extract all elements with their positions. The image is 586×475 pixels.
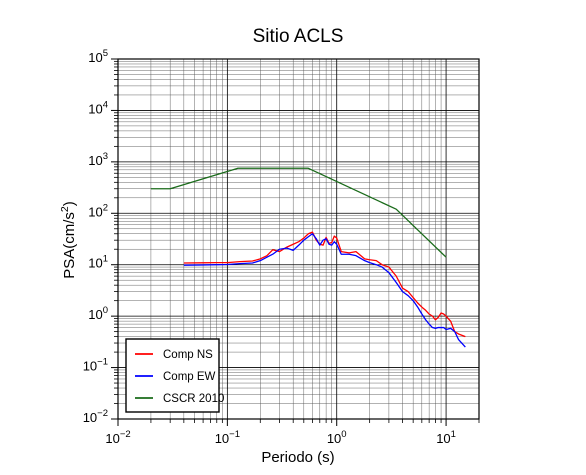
x-tick-label: 100: [327, 429, 347, 446]
series-layer: [150, 167, 466, 348]
y-tick-label: 10−2: [83, 408, 108, 425]
legend-label: Comp NS: [163, 349, 213, 361]
y-tick-label: 101: [88, 254, 108, 271]
y-tick-label: 10−1: [83, 357, 108, 374]
legend-label: Comp EW: [163, 371, 216, 383]
axis-ticks: [111, 58, 480, 426]
x-tick-label: 10−2: [105, 429, 130, 446]
y-axis-label: PSA(cm/s2): [59, 201, 78, 279]
y-tick-labels: 10−2 10−1 100 101 102 103 104 105: [83, 48, 108, 425]
y-tick-label: 102: [88, 202, 108, 219]
grid-minor: [118, 59, 480, 419]
x-axis-label: Periodo (s): [261, 449, 334, 466]
series-line-comp-ew: [183, 233, 466, 348]
y-tick-label: 104: [88, 99, 108, 116]
legend-label: CSCR 2010: [163, 393, 224, 405]
legend: Comp NS Comp EW CSCR 2010: [125, 338, 224, 413]
x-tick-labels: 10−2 10−1 100 101: [105, 429, 456, 446]
y-tick-label: 100: [88, 305, 108, 322]
series-line-cscr-2010: [150, 167, 447, 258]
plot-frame: [117, 58, 480, 420]
chart-title: Sitio ACLS: [253, 26, 344, 47]
x-tick-label: 101: [436, 429, 456, 446]
x-tick-label: 10−1: [215, 429, 240, 446]
series-line-comp-ns: [183, 231, 466, 338]
y-tick-label: 103: [88, 151, 108, 168]
y-tick-label: 105: [88, 48, 108, 65]
